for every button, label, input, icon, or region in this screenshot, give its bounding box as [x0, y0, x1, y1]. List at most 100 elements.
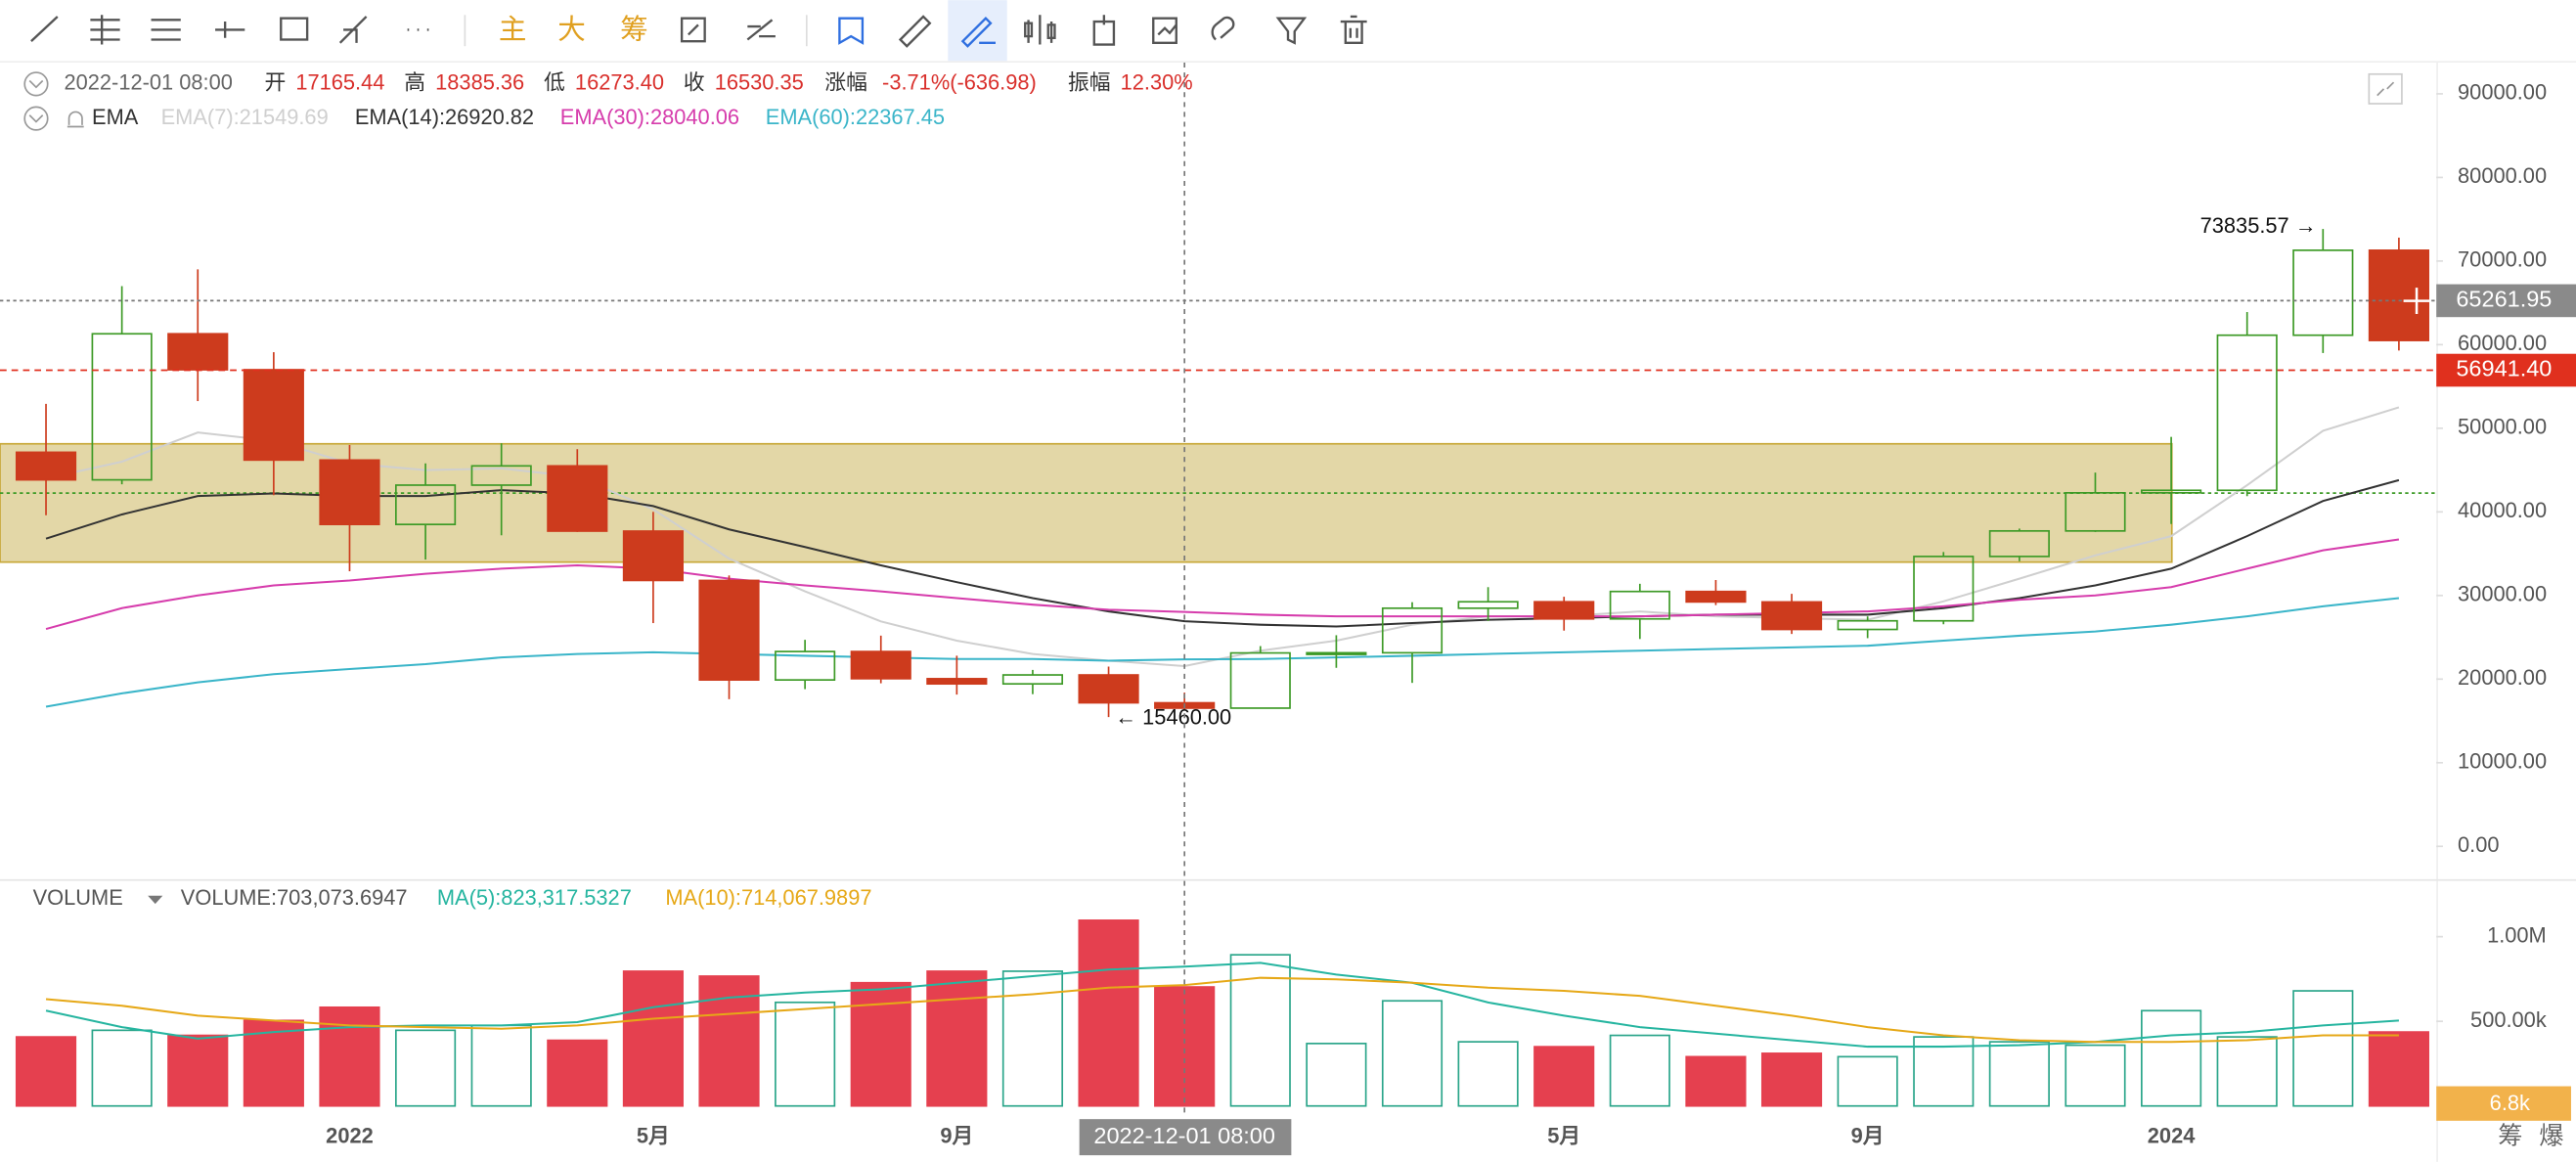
info-value: 17165.44 — [295, 70, 384, 95]
y-tick-label: 500.00k — [2470, 1007, 2547, 1032]
info-label: 高 — [404, 70, 425, 95]
volume-last-box — [2436, 1086, 2571, 1121]
corner-label[interactable]: 爆 — [2539, 1122, 2563, 1149]
corner-label[interactable]: 筹 — [2498, 1122, 2522, 1149]
volume-bar — [15, 1036, 77, 1107]
crosshair-y-label: 65261.95 — [2456, 287, 2552, 312]
tool-lock[interactable] — [1092, 15, 1116, 46]
volume-ma-line — [45, 976, 2399, 1044]
candle-body — [1685, 590, 1747, 603]
candle-body — [2368, 249, 2429, 341]
y-tick-label: 80000.00 — [2458, 163, 2547, 188]
candle-body — [395, 484, 457, 526]
volume-bar — [1533, 1046, 1595, 1107]
x-tick-label: 5月 — [637, 1123, 670, 1147]
info-label: 振幅 — [1068, 70, 1111, 95]
tool-line[interactable] — [30, 16, 59, 43]
volume-bar — [2292, 990, 2354, 1107]
expand-button[interactable] — [2368, 72, 2403, 105]
candle-body — [1381, 606, 1443, 654]
candle-body — [15, 451, 77, 481]
info-value: 16530.35 — [715, 70, 804, 95]
crosshair-y-box — [2436, 284, 2576, 318]
info-value: -3.71%(-636.98) — [882, 70, 1037, 95]
candle-body — [1533, 601, 1595, 620]
y-tick-label: 0.00 — [2458, 832, 2499, 857]
toolbar: 主 大 筹 — [0, 0, 2576, 64]
tool-label[interactable]: 主 — [499, 15, 527, 46]
expand-icon — [2376, 81, 2395, 97]
volume-bar — [319, 1006, 380, 1107]
legend-entry: EMA(14):26920.82 — [355, 105, 534, 129]
volume-bar — [2216, 1036, 2278, 1107]
x-tick-label: 9月 — [940, 1123, 973, 1147]
candle-body — [167, 333, 229, 371]
y-tick-label: 30000.00 — [2458, 582, 2547, 606]
info-value: 18385.36 — [435, 70, 524, 95]
tool-bookmark[interactable] — [838, 17, 865, 45]
max-annotation: 73835.57 → — [2200, 213, 2317, 238]
last-price-box — [2436, 353, 2576, 387]
tool-fib[interactable] — [338, 16, 368, 44]
alert-icon[interactable] — [67, 111, 84, 128]
tool-channel[interactable] — [90, 15, 120, 45]
volume-bar — [395, 1029, 457, 1107]
tool-ruler[interactable] — [898, 15, 932, 48]
indicator-name[interactable]: EMA — [92, 105, 139, 129]
candle-body — [1837, 619, 1898, 631]
tool-link[interactable] — [1211, 16, 1235, 41]
tool-candles[interactable] — [1024, 15, 1056, 45]
volume-bar — [1609, 1034, 1670, 1107]
legend-entry: EMA(7):21549.69 — [161, 105, 329, 129]
y-tick-label: 60000.00 — [2458, 331, 2547, 355]
candle-body — [2216, 334, 2278, 492]
tool-filter[interactable] — [1275, 17, 1308, 45]
tool-hline[interactable] — [215, 22, 245, 38]
volume-bar — [926, 970, 988, 1107]
info-label: 涨幅 — [824, 70, 867, 95]
tool-label[interactable]: 筹 — [620, 15, 648, 46]
candle-body — [2292, 249, 2354, 336]
tool-rect[interactable] — [280, 17, 309, 41]
info-date: 2022-12-01 08:00 — [65, 70, 233, 95]
dropdown-icon[interactable] — [148, 895, 163, 905]
collapse-button[interactable] — [23, 106, 49, 131]
tool-parallel[interactable] — [151, 19, 181, 41]
candle-body — [1078, 674, 1139, 704]
y-tick-label: 90000.00 — [2458, 80, 2547, 105]
volume-title[interactable]: VOLUME — [33, 885, 123, 910]
tool-draw[interactable] — [960, 16, 996, 48]
volume-bar — [1381, 1000, 1443, 1107]
legend-entry: MA(10):714,067.9897 — [665, 885, 871, 910]
tool-delete[interactable] — [1340, 15, 1367, 45]
candle-body — [622, 530, 684, 582]
candle-body — [1306, 651, 1367, 655]
x-tick-label: 2024 — [2148, 1123, 2196, 1147]
info-value: 16273.40 — [575, 70, 664, 95]
volume-bar — [1837, 1055, 1898, 1107]
candle-body — [1457, 601, 1519, 609]
volume-bar — [1760, 1052, 1823, 1107]
volume-ma-line — [45, 961, 2399, 1049]
collapse-button[interactable] — [23, 71, 49, 97]
tool-label[interactable]: 大 — [557, 15, 586, 46]
candle-body — [1229, 651, 1291, 709]
info-label: 低 — [544, 70, 565, 95]
y-tick-label: 70000.00 — [2458, 247, 2547, 272]
candle-body — [2065, 492, 2126, 532]
volume-bar — [775, 1001, 836, 1107]
candle-body — [775, 650, 836, 682]
tool-replay[interactable] — [680, 17, 706, 43]
candle-body — [2141, 489, 2202, 494]
volume-bar — [167, 1034, 229, 1107]
tool-compare[interactable] — [746, 19, 776, 41]
volume-bar — [1913, 1036, 1975, 1107]
tool-note[interactable] — [1152, 17, 1177, 45]
candle-body — [1609, 590, 1670, 620]
x-tick-label: 2022 — [326, 1123, 374, 1147]
volume-bar — [1988, 1041, 2050, 1107]
info-label: 开 — [264, 70, 286, 95]
candle-body — [1001, 674, 1064, 686]
